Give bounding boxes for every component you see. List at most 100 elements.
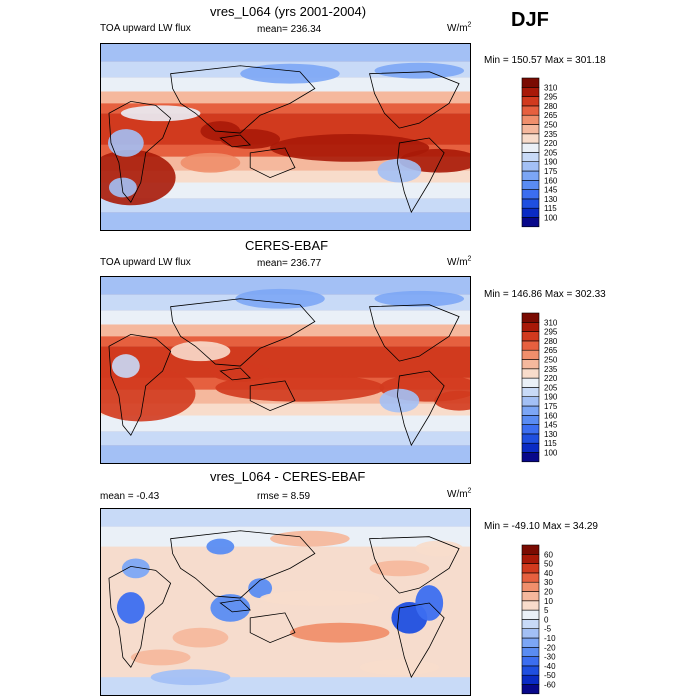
colorbar: -60 -50 -40 -30 -20 -10 -5 0 5 10 20 30 40 50 60 <box>521 544 582 700</box>
contour-patch <box>121 558 150 579</box>
colorbar-tick-label: 265 <box>544 111 558 120</box>
panel-minmax: Min = 146.86 Max = 302.33 <box>484 289 606 300</box>
coastline <box>219 599 252 613</box>
map-panel-obs <box>100 276 471 464</box>
contour-patch <box>111 354 140 378</box>
colorbar-tick-label: 130 <box>544 195 558 204</box>
colorbar-tick-label: 100 <box>544 214 558 223</box>
contour-patch <box>270 134 430 162</box>
colorbar-box <box>521 77 540 88</box>
panel-stat-label: rmse = 8.59 <box>257 491 311 502</box>
contour-patch <box>260 590 380 606</box>
colorbar-box <box>521 684 540 695</box>
panel-minmax: Min = 150.57 Max = 301.18 <box>484 55 606 66</box>
map-panel-model <box>100 43 471 231</box>
colorbar-tick-label: 235 <box>544 365 558 374</box>
colorbar-model: 1001151301451601751902052202352502652802… <box>521 77 558 228</box>
colorbar-tick-label: 0 <box>544 615 549 624</box>
panel-left-label: TOA upward LW flux <box>100 257 191 268</box>
colorbar-box <box>521 554 540 564</box>
colorbar-tick-label: 220 <box>544 374 558 383</box>
colorbar-box <box>521 544 540 555</box>
contour-patch <box>172 627 229 648</box>
coastline <box>369 71 460 129</box>
colorbar-box <box>521 387 540 398</box>
map-field-diff <box>101 509 470 695</box>
colorbar-tick-label: 190 <box>544 393 558 402</box>
contour-patch <box>180 152 241 173</box>
contour-patch <box>150 669 231 686</box>
colorbar-tick-label: 145 <box>544 421 558 430</box>
colorbar-tick-label: 310 <box>544 83 558 92</box>
contour-patch <box>434 390 470 411</box>
contour-patch <box>235 288 325 309</box>
colorbar-tick-label: 295 <box>544 328 558 337</box>
colorbar-tick-label: 100 <box>544 449 558 458</box>
colorbar-box <box>521 581 540 592</box>
colorbar-tick-label: 280 <box>544 102 558 111</box>
coastline <box>396 137 445 214</box>
colorbar-tick-label: -30 <box>544 653 556 662</box>
colorbar-box <box>521 674 540 685</box>
colorbar-box <box>521 433 540 444</box>
panel-title: CERES-EBAF <box>245 238 329 253</box>
panel-stat-label: mean= 236.77 <box>257 258 322 269</box>
panel-left-label: mean = -0.43 <box>100 491 160 502</box>
colorbar-tick-label: 250 <box>544 121 558 130</box>
contour-patch <box>220 129 281 149</box>
contour-patch <box>101 366 196 422</box>
colorbar-box <box>521 207 540 218</box>
colorbar-box <box>521 656 540 667</box>
colorbar-box <box>521 349 540 360</box>
contour-patch <box>116 592 145 624</box>
colorbar-box <box>521 637 540 648</box>
colorbar-box <box>521 591 540 602</box>
colorbar-tick-label: 205 <box>544 148 558 157</box>
colorbar-tick-label: 40 <box>544 569 553 578</box>
colorbar-tick-label: 250 <box>544 356 558 365</box>
coastline <box>108 333 172 437</box>
colorbar-box <box>521 161 540 172</box>
colorbar-box <box>521 124 540 135</box>
season-label: DJF <box>511 9 549 31</box>
colorbar-tick-label: 295 <box>544 93 558 102</box>
colorbar-box <box>521 105 540 116</box>
colorbar-tick-label: 310 <box>544 318 558 327</box>
coastline <box>108 100 172 204</box>
colorbar-box <box>521 322 540 332</box>
colorbar-box <box>521 189 540 200</box>
colorbar-box <box>521 619 540 630</box>
colorbar-box <box>521 152 540 163</box>
panel-title: vres_L064 (yrs 2001-2004) <box>210 4 367 19</box>
colorbar-obs: 1001151301451601751902052202352502652802… <box>521 312 558 463</box>
coastline <box>219 367 252 381</box>
colorbar-box <box>521 368 540 379</box>
colorbar-box <box>521 452 540 463</box>
coastline <box>396 370 445 447</box>
contour-patch <box>206 538 235 555</box>
colorbar-box <box>521 170 540 181</box>
colorbar-tick-label: 190 <box>544 158 558 167</box>
colorbar-tick-label: 145 <box>544 186 558 195</box>
contour-patch <box>374 62 465 79</box>
coastline <box>108 565 172 669</box>
colorbar-box <box>521 600 540 611</box>
contour-patch <box>120 105 201 122</box>
colorbar-box <box>521 180 540 190</box>
contour-patch <box>108 177 137 198</box>
coastline <box>170 298 316 367</box>
coastline <box>249 380 296 411</box>
contour-patch <box>270 530 350 547</box>
contour-patch <box>240 63 340 84</box>
colorbar-tick-label: 20 <box>544 588 553 597</box>
colorbar-box <box>521 647 540 657</box>
colorbar-tick-label: -5 <box>544 625 552 634</box>
colorbar-tick-label: 160 <box>544 411 558 420</box>
contour-patch <box>359 659 440 676</box>
colorbar-box <box>521 405 540 416</box>
colorbar-tick-label: -20 <box>544 643 556 652</box>
panel-units: W/m2 <box>447 255 472 268</box>
colorbar-box <box>521 198 540 209</box>
colorbar-tick-label: 265 <box>544 346 558 355</box>
